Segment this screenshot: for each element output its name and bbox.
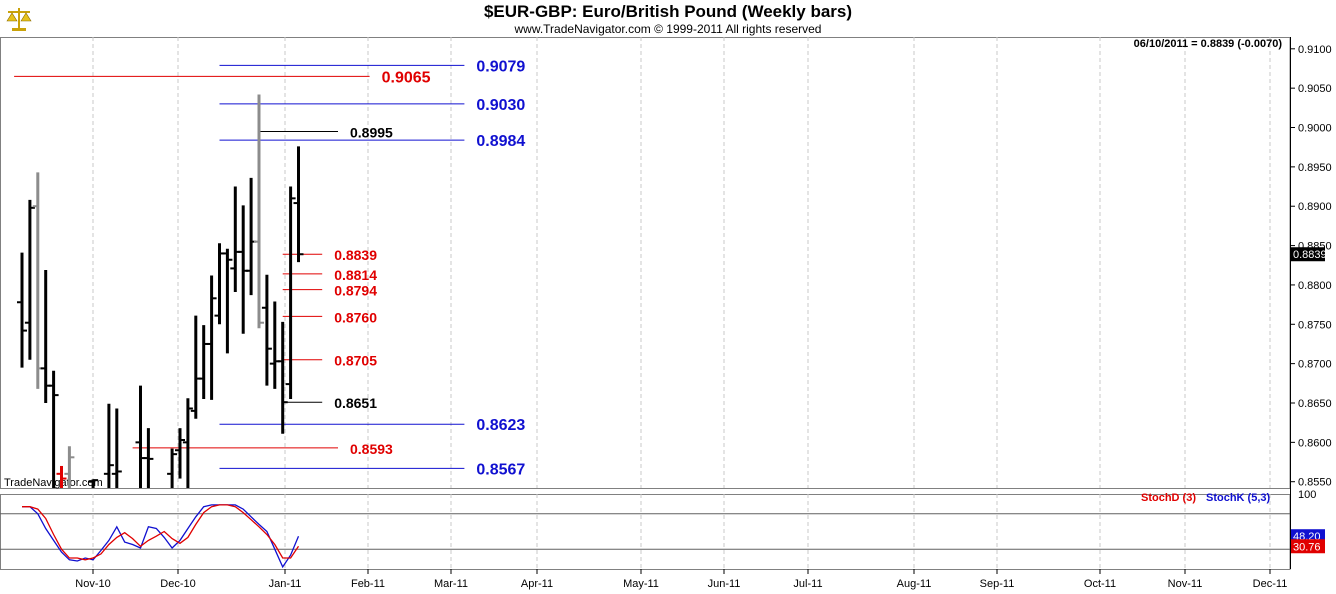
ohlc-bar[interactable] [254,94,264,329]
ohlc-bar[interactable] [175,428,185,479]
y-tick-label: 0.8650 [1298,398,1332,410]
ohlc-bar[interactable] [222,248,233,354]
level-label: 0.8593 [350,441,393,457]
legend-stochk: StochK (5,3) [1206,492,1271,504]
level-label: 0.8814 [334,267,377,283]
ohlc-bar[interactable] [182,398,193,521]
stoch-value-tag [1291,539,1325,554]
ohlc-bar[interactable] [167,448,178,521]
ohlc-bar[interactable] [238,205,249,334]
x-tick-label: Aug-11 [897,578,932,590]
ohlc-bar[interactable] [88,479,99,521]
y-tick-label: 0.9100 [1298,44,1332,56]
ohlc-bar[interactable] [56,465,67,521]
ohlc-bars [17,94,304,522]
stoch-panel-frame [0,494,1291,570]
y-tick-label: 0.8800 [1298,280,1332,292]
level-label: 0.8705 [334,353,377,369]
ohlc-bar[interactable] [40,269,51,403]
ohlc-bar[interactable] [230,186,241,293]
ohlc-bar[interactable] [277,321,288,434]
stoch-value-label: 30.76 [1293,541,1321,553]
level-label: 0.8651 [334,395,377,411]
ohlc-bar[interactable] [214,243,225,325]
y-tick-label: 0.8700 [1298,359,1332,371]
y-tick-label: 0.9050 [1298,83,1332,95]
stoch-top-label: 100 [1298,489,1316,501]
ohlc-bar[interactable] [135,385,146,521]
last-price-label: 0.8839 [1293,249,1327,261]
ohlc-bar[interactable] [143,428,154,521]
level-label: 0.8984 [476,133,525,150]
price-readout: 06/10/2011 = 0.8839 (-0.0070) [1134,38,1283,50]
x-tick-label: Mar-11 [434,578,468,590]
ohlc-bar[interactable] [48,370,59,521]
level-label: 0.9030 [476,97,525,114]
price-panel-frame [0,37,1291,489]
ohlc-bar[interactable] [190,315,201,419]
x-tick-label: Dec-10 [160,578,195,590]
ohlc-bar[interactable] [32,172,43,389]
gold-scales-logo-icon[interactable] [4,4,34,34]
ohlc-bar[interactable] [206,275,217,400]
level-label: 0.8839 [334,247,377,263]
ohlc-bar[interactable] [198,325,209,400]
x-tick-label: Feb-11 [351,578,385,590]
level-label: 0.8760 [334,309,377,325]
level-label: 0.8995 [350,124,393,140]
y-tick-label: 0.8750 [1298,319,1332,331]
stoch-series-line[interactable] [22,504,300,569]
y-tick-label: 0.8950 [1298,162,1332,174]
ohlc-bar[interactable] [246,177,257,296]
level-label: 0.8794 [334,283,377,299]
level-label: 0.8567 [476,461,525,478]
chart-title: $EUR-GBP: Euro/British Pound (Weekly bar… [483,2,853,21]
ohlc-bar[interactable] [269,301,280,389]
x-tick-label: Dec-11 [1253,578,1288,590]
x-tick-label: Jun-11 [708,578,741,590]
y-tick-label: 0.8900 [1298,201,1332,213]
y-tick-label: 0.9000 [1298,123,1332,135]
y-tick-label: 0.8550 [1298,477,1332,489]
ohlc-bar[interactable] [261,274,272,386]
x-tick-label: Sep-11 [980,578,1015,590]
ohlc-bar[interactable] [293,146,304,263]
x-tick-label: Nov-11 [1168,578,1203,590]
x-tick-label: Jan-11 [269,578,302,590]
x-tick-label: Nov-10 [75,578,110,590]
ohlc-bar[interactable] [64,446,75,521]
x-tick-label: Oct-11 [1084,578,1116,590]
level-label: 0.8623 [476,417,525,434]
last-price-tag [1291,247,1325,262]
x-tick-label: Apr-11 [521,578,553,590]
ohlc-bar[interactable] [24,199,35,360]
x-tick-label: May-11 [623,578,659,590]
stoch-series-line[interactable] [22,504,300,561]
x-tick-label: Jul-11 [793,578,822,590]
y-tick-label: 0.8600 [1298,437,1332,449]
legend-stochd: StochD (3) [1141,492,1196,504]
level-label: 0.9065 [382,69,431,86]
level-label: 0.9079 [476,58,525,75]
chart-subtitle: www.TradeNavigator.com © 1999-2011 All r… [514,22,822,36]
ohlc-bar[interactable] [103,403,114,521]
ohlc-bar[interactable] [17,252,27,368]
ohlc-bar[interactable] [111,408,122,522]
ohlc-bar[interactable] [285,186,296,400]
